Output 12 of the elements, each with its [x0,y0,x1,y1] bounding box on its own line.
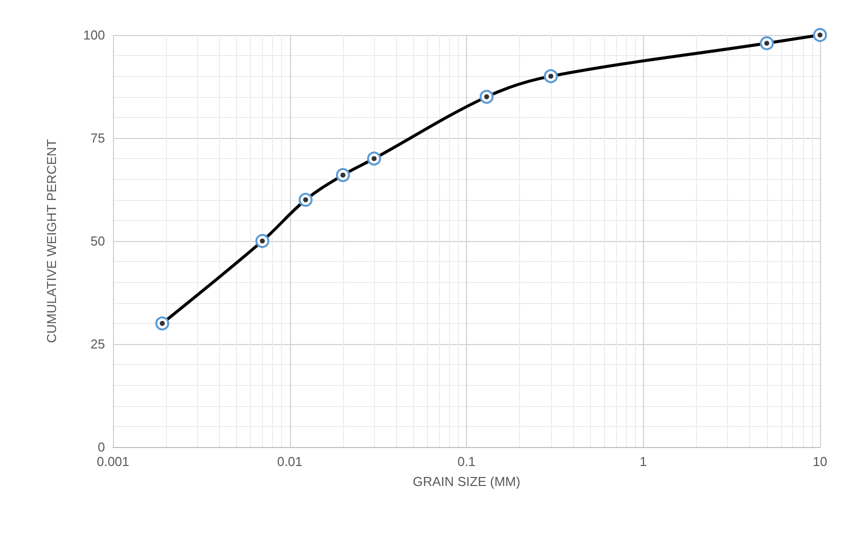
y-tick-label: 50 [90,234,105,248]
y-tick-label: 0 [98,440,105,454]
x-axis-title: GRAIN SIZE (MM) [412,474,520,489]
y-axis-title: CUMULATIVE WEIGHT PERCENT [44,138,59,343]
y-tick-label: 75 [90,130,105,146]
x-tick-label: 0.1 [457,454,476,469]
y-tick-label: 100 [83,28,105,42]
x-tick-label: 1 [640,454,647,469]
x-tick-label: 0.01 [277,454,302,469]
x-tick-label: 0.001 [96,454,130,469]
x-tick-label: 10 [812,454,828,469]
y-tick-label: 25 [90,336,105,352]
